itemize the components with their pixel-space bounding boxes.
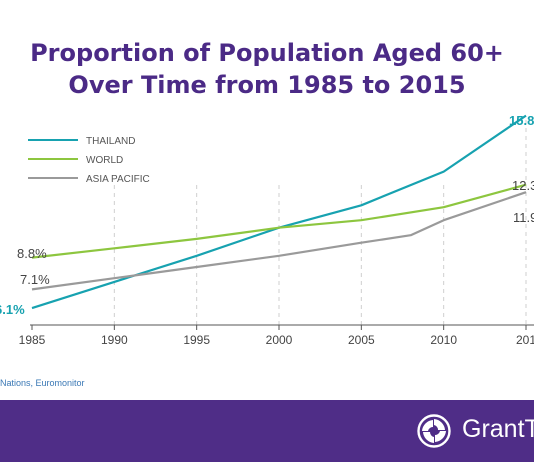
legend-label: WORLD — [86, 155, 123, 166]
start-label-thailand: 6.1% — [0, 302, 25, 317]
x-tick-label: 1985 — [19, 333, 46, 347]
end-label-world: 12.3 — [512, 178, 534, 193]
series-line-asia-pacific — [31, 191, 527, 291]
line-chart: 1985 1990 1995 2000 2005 2010 201 6.1% 8.8% 7.1% 1… — [0, 113, 534, 347]
x-tick-label: 2000 — [266, 333, 293, 347]
end-label-asia-pacific: 11.9 — [513, 210, 534, 225]
series-line-world — [31, 183, 527, 259]
x-tick-label: 1995 — [183, 333, 210, 347]
end-label-thailand: 15.8 — [509, 113, 534, 128]
footer-banner: GrantTh — [0, 400, 534, 462]
legend-label: THAILAND — [86, 136, 135, 147]
chart-title-line-2: Over Time from 1985 to 2015 — [68, 71, 466, 99]
x-tick-label: 2005 — [348, 333, 375, 347]
x-tick-label: 2010 — [430, 333, 457, 347]
start-label-asia-pacific: 7.1% — [20, 272, 50, 287]
x-tick-label: 201 — [516, 333, 534, 347]
legend-label: ASIA PACIFIC — [86, 174, 150, 185]
start-label-world: 8.8% — [17, 246, 47, 261]
source-note: Nations, Euromonitor — [0, 378, 85, 388]
x-tick-label: 1990 — [101, 333, 128, 347]
brand-name: GrantTh — [462, 415, 534, 443]
chart-title-line-1: Proportion of Population Aged 60+ — [30, 39, 504, 67]
grant-thornton-logo-icon — [417, 414, 451, 448]
